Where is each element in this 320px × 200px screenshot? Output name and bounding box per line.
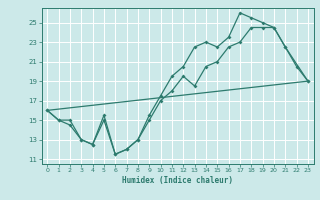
X-axis label: Humidex (Indice chaleur): Humidex (Indice chaleur)	[122, 176, 233, 185]
